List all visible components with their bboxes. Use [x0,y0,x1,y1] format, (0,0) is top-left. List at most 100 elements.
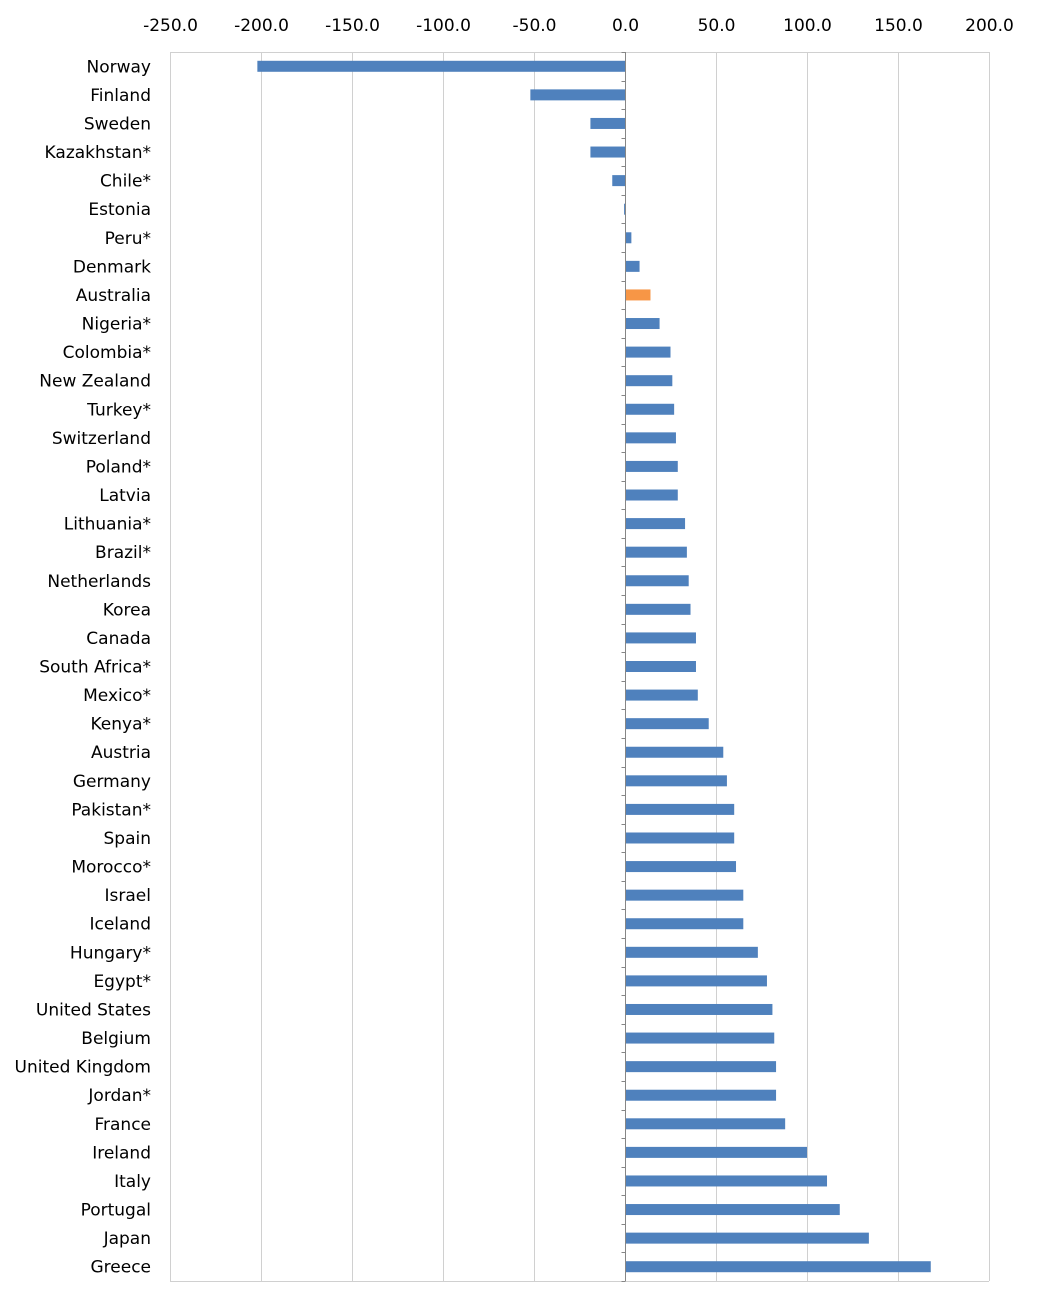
bar-france [625,1118,786,1130]
bar-portugal [625,1204,840,1216]
x-tick-label: 150.0 [874,16,923,36]
category-label: Pakistan* [71,800,151,820]
category-label: France [94,1115,151,1135]
category-label: New Zealand [39,372,151,392]
bar-norway [257,60,625,72]
bar-peru [625,232,632,244]
category-label: Turkey* [86,400,151,420]
bar-united-states [625,1003,773,1015]
category-label: Sweden [84,114,151,134]
bar-poland [625,460,678,472]
bar-belgium [625,1032,775,1044]
category-label: Israel [105,886,151,906]
category-label: Brazil* [95,543,151,563]
category-label: Lithuania* [64,515,151,535]
category-label: Italy [114,1172,151,1192]
x-tick-label: -100.0 [416,16,471,36]
x-tick-label: 200.0 [965,16,1014,36]
category-label: Netherlands [47,572,151,592]
category-label: Australia [76,286,151,306]
x-tick-label: 0.0 [612,16,639,36]
category-label: Egypt* [93,972,151,992]
category-label: Switzerland [52,429,151,449]
bar-finland [530,89,625,101]
bar-netherlands [625,575,689,587]
x-tick-label: -150.0 [325,16,380,36]
bar-pakistan [625,803,735,815]
category-label: Kenya* [90,715,151,735]
bar-greece [625,1261,931,1273]
bar-israel [625,889,744,901]
category-label: Hungary* [70,943,151,963]
gridlines [170,52,990,1281]
bar-ireland [625,1146,807,1158]
category-label: Jordan* [87,1086,151,1106]
category-label: Belgium [81,1029,151,1049]
bar-mexico [625,689,698,701]
axes [170,52,989,1282]
bar-kenya [625,718,709,730]
category-label: Ireland [92,1143,151,1163]
bar-austria [625,746,724,758]
x-axis-ticks: -250.0 -200.0 -150.0 -100.0 -50.0 0.0 50.0 100.… [143,16,1014,36]
category-label: Nigeria* [82,315,151,335]
category-label: Canada [86,629,151,649]
category-label: Kazakhstan* [45,143,151,163]
x-tick-label: 50.0 [698,16,736,36]
bar-denmark [625,260,640,272]
x-tick-label: 100.0 [783,16,832,36]
bar-japan [625,1232,869,1244]
bar-nigeria [625,318,660,330]
bar-united-kingdom [625,1061,777,1073]
category-label: Japan [103,1229,151,1249]
category-label: Germany [73,772,151,792]
bar-korea [625,603,691,615]
bar-lithuania [625,518,686,530]
category-label: Finland [90,86,151,106]
bar-colombia [625,346,671,358]
x-tick-label: -200.0 [234,16,289,36]
bar-iceland [625,918,744,930]
category-label: United States [36,1000,151,1020]
category-label: Spain [104,829,152,849]
bar-morocco [625,861,737,873]
category-label: South Africa* [39,658,151,678]
bar-italy [625,1175,828,1187]
category-label: Estonia [88,200,151,220]
category-label: Morocco* [71,858,151,878]
bar-kazakhstan [590,146,625,158]
category-label: Greece [90,1258,151,1278]
bar-south-africa [625,661,696,672]
category-label: Korea [103,600,151,620]
bar-switzerland [625,432,676,444]
bars [257,60,931,1273]
category-label: Colombia* [63,343,151,363]
bar-estonia [624,203,626,215]
category-label: Mexico* [83,686,151,706]
category-label: Austria [91,743,151,763]
bar-hungary [625,946,758,958]
bar-brazil [625,546,687,558]
bar-turkey [625,403,675,415]
category-label: Denmark [73,257,151,277]
category-label: Norway [87,57,152,77]
category-label: Chile* [100,172,151,192]
bar-jordan [625,1089,777,1101]
category-label: Latvia [99,486,151,506]
category-label: Iceland [89,915,151,935]
bar-germany [625,775,727,787]
category-label: Peru* [105,229,151,249]
bar-sweden [590,117,625,129]
x-tick-label: -250.0 [143,16,198,36]
category-label: United Kingdom [15,1058,151,1078]
bar-new-zealand [625,375,673,387]
bar-canada [625,632,696,644]
category-label: Poland* [86,457,151,477]
category-label: Portugal [81,1201,151,1221]
bar-australia [625,289,651,301]
bar-spain [625,832,735,844]
x-tick-label: -50.0 [513,16,557,36]
bar-chile [612,175,625,187]
bar-egypt [625,975,767,987]
bar-latvia [625,489,678,501]
